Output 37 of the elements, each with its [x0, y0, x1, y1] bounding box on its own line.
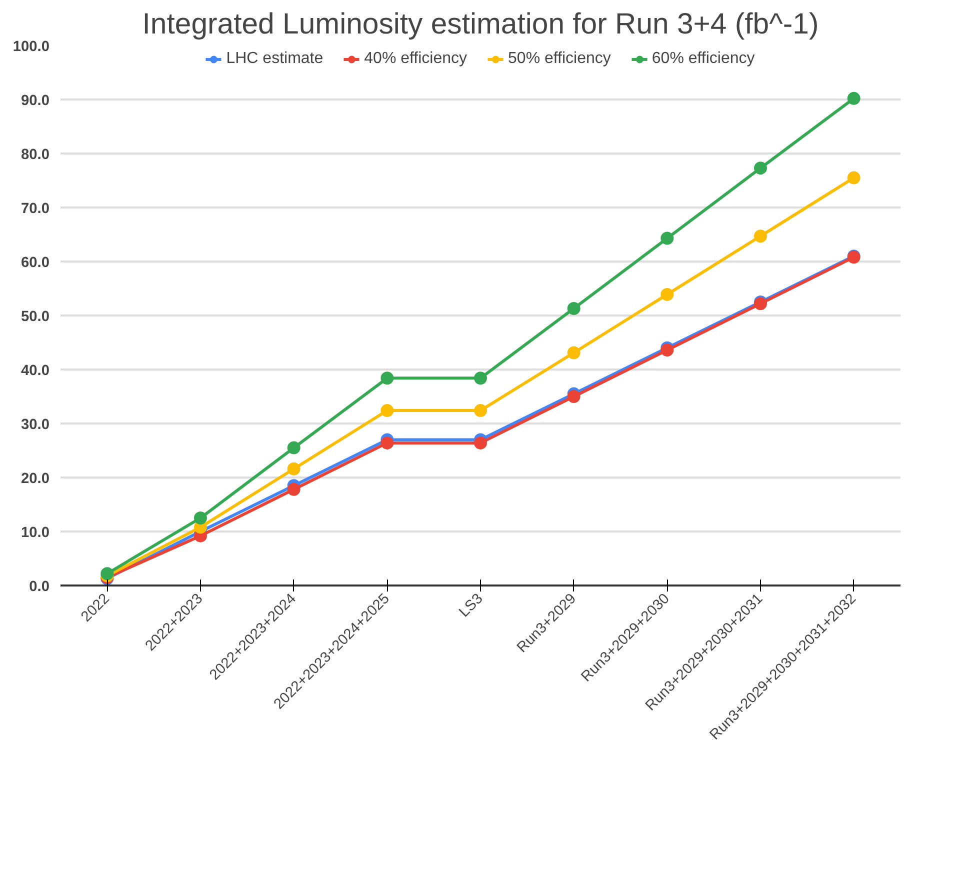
y-tick-label: 100.0 — [12, 39, 50, 55]
point — [847, 92, 860, 105]
point — [474, 404, 487, 418]
y-tick-label: 70.0 — [20, 201, 50, 217]
y-tick-label: 40.0 — [20, 363, 50, 379]
point — [567, 302, 580, 315]
y-tick-label: 80.0 — [20, 147, 50, 163]
point — [380, 436, 394, 450]
point — [754, 162, 767, 175]
point — [287, 441, 300, 454]
y-tick-label: 90.0 — [20, 93, 50, 109]
x-tick-label: LS3 — [456, 590, 486, 621]
point — [287, 462, 300, 476]
y-tick-label: 20.0 — [20, 471, 50, 487]
point — [194, 512, 207, 524]
point — [380, 372, 394, 385]
legend-label: LHC estimate — [226, 50, 324, 68]
point — [754, 230, 767, 243]
point — [380, 404, 394, 418]
point — [660, 344, 674, 357]
point — [474, 372, 487, 385]
y-tick-label: 50.0 — [20, 309, 50, 325]
y-tick-label: 0.0 — [29, 579, 50, 595]
legend-label: 50% efficiency — [508, 50, 611, 68]
chart-title: Integrated Luminosity estimation for Run 3+4 (fb^-1) — [142, 8, 819, 40]
point — [660, 232, 674, 245]
point — [660, 288, 674, 301]
point — [567, 346, 580, 360]
point — [474, 436, 487, 450]
y-tick-label: 30.0 — [20, 417, 50, 433]
y-tick-label: 60.0 — [20, 255, 50, 271]
point — [567, 390, 580, 403]
point — [847, 171, 860, 184]
point — [287, 482, 300, 496]
y-tick-label: 10.0 — [20, 525, 50, 541]
legend-label: 40% efficiency — [364, 50, 468, 68]
legend-label: 60% efficiency — [652, 50, 755, 68]
